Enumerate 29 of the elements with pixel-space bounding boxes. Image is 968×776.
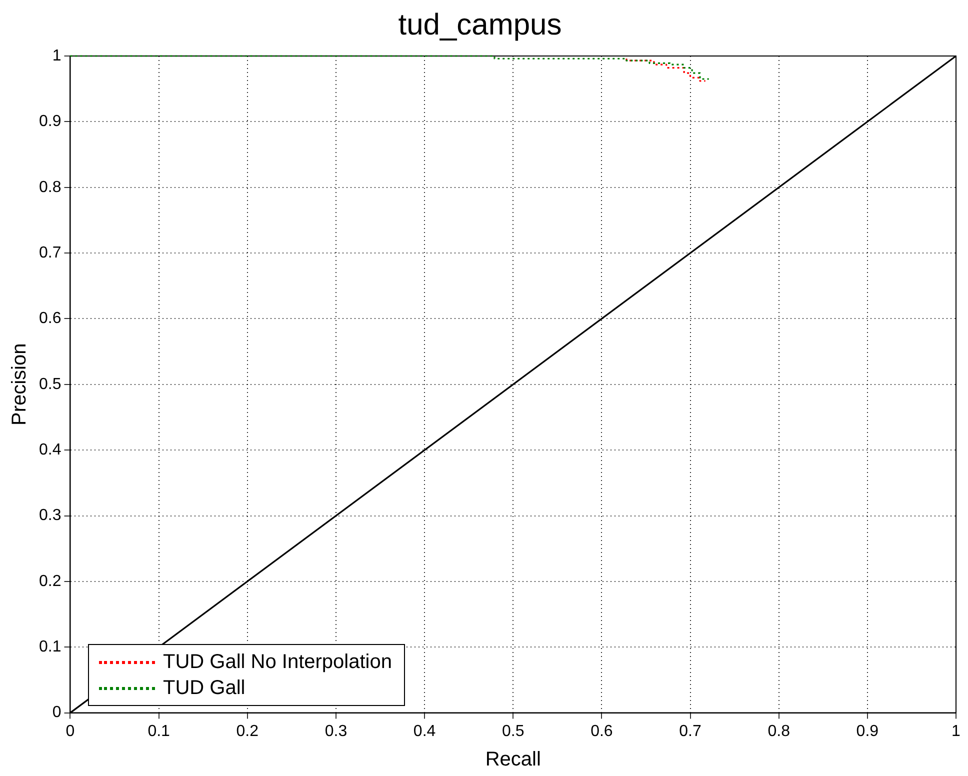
y-tick-label: 0 bbox=[52, 704, 62, 722]
x-tick-label: 0.2 bbox=[236, 722, 259, 740]
y-tick-label: 0.4 bbox=[38, 441, 62, 458]
y-tick-label: 0.5 bbox=[38, 376, 62, 393]
line-series bbox=[69, 55, 710, 80]
x-tick-label: 0.6 bbox=[590, 722, 613, 740]
y-axis-title: Precision bbox=[8, 343, 31, 426]
y-tick-label: 0.9 bbox=[38, 113, 62, 130]
x-tick-label: 0.4 bbox=[413, 722, 436, 740]
x-axis-title: Recall bbox=[485, 748, 541, 771]
y-tick-label: 1 bbox=[52, 47, 62, 64]
y-tick-label: 0.2 bbox=[38, 572, 62, 590]
x-tick-label: 0.9 bbox=[856, 722, 879, 740]
y-tick-label: 0.3 bbox=[38, 507, 62, 524]
chart-title: tud_campus bbox=[398, 8, 562, 42]
x-tick-label: 0.5 bbox=[502, 722, 524, 740]
x-tick-label: 0.8 bbox=[768, 722, 790, 740]
x-tick-label: 0.1 bbox=[148, 722, 170, 740]
y-tick-label: 0.6 bbox=[38, 310, 62, 328]
y-tick-label: 0.7 bbox=[38, 244, 62, 262]
y-tick-label: 0.1 bbox=[38, 638, 62, 656]
x-tick-label: 1 bbox=[952, 722, 961, 740]
y-tick-label: 0.8 bbox=[38, 178, 62, 196]
x-tick-label: 0.7 bbox=[679, 722, 702, 740]
legend-label: TUD Gall No Interpolation bbox=[163, 650, 392, 675]
x-tick-label: 0 bbox=[66, 722, 75, 740]
line-series bbox=[626, 58, 706, 82]
x-tick-label: 0.3 bbox=[324, 722, 348, 740]
legend-label: TUD Gall bbox=[163, 676, 246, 701]
